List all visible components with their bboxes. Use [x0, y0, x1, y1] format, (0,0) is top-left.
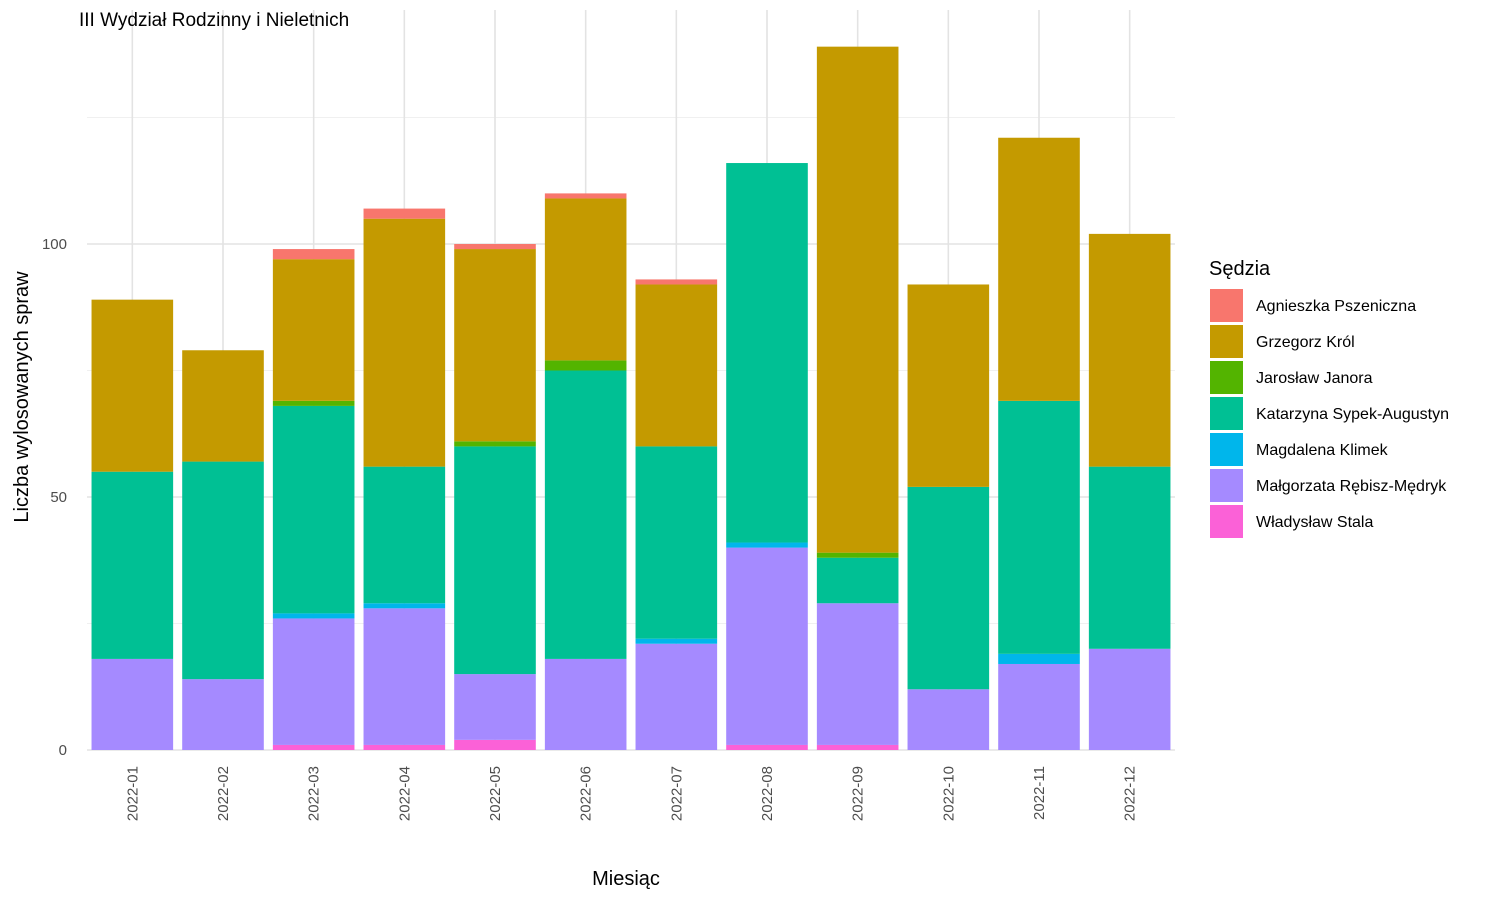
bar-segment [363, 208, 446, 219]
bar-segment [272, 613, 355, 619]
bar-segment [544, 360, 627, 371]
y-tick-label: 100 [42, 236, 67, 253]
bar-segment [816, 744, 899, 750]
bar-segment [454, 244, 536, 250]
bar-segment [91, 471, 174, 659]
bar-segment [544, 193, 627, 199]
legend-label: Grzegorz Król [1256, 334, 1355, 351]
bar-segment [635, 446, 718, 639]
bar-segment [454, 441, 536, 447]
y-axis-title: Liczba wylosowanych spraw [11, 271, 33, 523]
chart-title: III Wydział Rodzinny i Nieletnich [79, 10, 349, 31]
y-tick-label: 0 [59, 742, 67, 759]
x-tick-label: 2022-06 [578, 766, 595, 821]
bar-segment [363, 608, 446, 745]
x-tick-label: 2022-04 [396, 766, 413, 821]
bar-segment [272, 249, 355, 260]
x-tick-label: 2022-11 [1031, 766, 1048, 820]
x-tick-label: 2022-03 [306, 766, 323, 821]
x-tick-label: 2022-02 [215, 766, 232, 821]
legend-label: Magdalena Klimek [1256, 442, 1389, 459]
bars [91, 46, 1171, 750]
bar-segment [272, 400, 355, 406]
bar-segment [635, 643, 718, 750]
legend-label: Katarzyna Sypek-Augustyn [1256, 406, 1449, 423]
y-axis-ticks: 0 50 100 [42, 236, 67, 759]
y-tick-label: 50 [50, 489, 67, 506]
bar-segment [726, 163, 808, 543]
bar-segment [816, 552, 899, 558]
bar-segment [544, 658, 627, 750]
bar-segment [91, 658, 174, 750]
bar-segment [726, 547, 808, 745]
bar-segment [182, 461, 264, 680]
bar-segment [454, 739, 536, 750]
bar-segment [182, 679, 264, 750]
legend-label: Jarosław Janora [1256, 370, 1373, 387]
bar-segment [907, 284, 990, 487]
legend-key [1210, 433, 1243, 466]
bar-segment [272, 405, 355, 614]
bar-segment [454, 446, 536, 675]
bar-segment [544, 370, 627, 659]
bar-segment [454, 674, 536, 740]
legend-key [1210, 505, 1243, 538]
bar-segment [635, 284, 718, 447]
x-axis-ticks: 2022-01 2022-02 2022-03 2022-04 2022-05 2022-… [124, 766, 1138, 821]
bar-segment [726, 744, 808, 750]
x-tick-label: 2022-08 [759, 766, 776, 821]
legend-key [1210, 289, 1243, 322]
bar-segment [726, 542, 808, 548]
bar-segment [272, 259, 355, 401]
bar-segment [272, 744, 355, 750]
bar-segment [1088, 233, 1171, 467]
x-tick-label: 2022-09 [850, 766, 867, 821]
legend-key [1210, 469, 1243, 502]
bar-segment [272, 618, 355, 745]
legend-label: Małgorzata Rębisz-Mędryk [1256, 478, 1447, 495]
bar-segment [363, 744, 446, 750]
bar-segment [816, 557, 899, 604]
bar-segment [363, 603, 446, 609]
x-tick-label: 2022-12 [1122, 766, 1139, 821]
legend-key [1210, 325, 1243, 358]
bar-segment [363, 466, 446, 604]
bar-segment [635, 279, 718, 285]
legend-label: Agnieszka Pszeniczna [1256, 298, 1416, 315]
bar-segment [544, 198, 627, 361]
bar-segment [998, 663, 1080, 750]
bar-segment [816, 603, 899, 745]
bar-segment [998, 400, 1080, 654]
bar-segment [998, 653, 1080, 664]
bar-segment [1088, 466, 1171, 649]
bar-segment [91, 299, 174, 472]
legend-key [1210, 397, 1243, 430]
legend: Sędzia Agnieszka Pszeniczna Grzegorz Król… [1209, 258, 1449, 538]
x-axis-title: Miesiąc [592, 868, 660, 890]
bar-segment [635, 638, 718, 644]
bar-segment [907, 486, 990, 690]
x-tick-label: 2022-05 [487, 766, 504, 821]
bar-segment [454, 249, 536, 442]
bar-segment [363, 218, 446, 467]
bar-segment [1088, 648, 1171, 750]
legend-title: Sędzia [1209, 258, 1271, 280]
bar-segment [816, 46, 899, 553]
legend-key [1210, 361, 1243, 394]
bar-segment [998, 137, 1080, 401]
x-tick-label: 2022-10 [940, 766, 957, 821]
x-tick-label: 2022-07 [668, 766, 685, 821]
bar-segment [907, 689, 990, 750]
bar-segment [182, 350, 264, 462]
x-tick-label: 2022-01 [124, 766, 141, 821]
legend-label: Władysław Stala [1256, 514, 1373, 531]
